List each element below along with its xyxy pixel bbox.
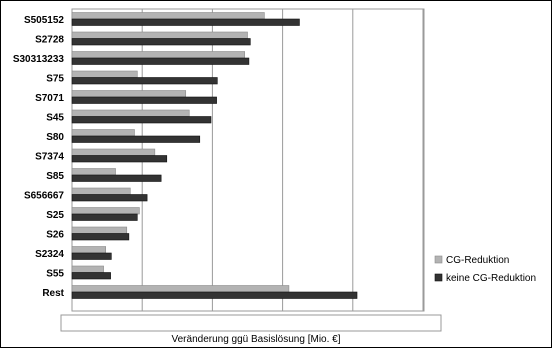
category-label: S26 — [46, 230, 64, 241]
category-labels: S505152 S2728 S30313233 S75 S7071 S45 S80 S7374… — [13, 15, 65, 299]
bar-S656667-keine-cg-reduktion — [71, 194, 148, 202]
legend-label: CG-Reduktion — [446, 255, 509, 266]
bar-S30313233-cg-reduktion — [71, 51, 245, 59]
bars — [71, 12, 358, 299]
category-label: S656667 — [24, 191, 64, 202]
category-label: S55 — [46, 269, 64, 280]
legend: CG-Reduktion keine CG-Reduktion — [434, 255, 536, 284]
category-label: S75 — [46, 74, 64, 85]
category-label: S2324 — [35, 249, 64, 260]
bar-S45-cg-reduktion — [71, 109, 190, 117]
category-label: S7071 — [35, 93, 64, 104]
bar-Rest-keine-cg-reduktion — [71, 291, 358, 299]
bar-S7071-cg-reduktion — [71, 90, 187, 98]
legend-swatch — [434, 255, 443, 264]
bar-S55-cg-reduktion — [71, 265, 104, 273]
bar-S55-keine-cg-reduktion — [71, 272, 111, 280]
bar-chart: S505152 S2728 S30313233 S75 S7071 S45 S80 S7374… — [13, 8, 536, 345]
x-axis-label: Veränderung ggü Basislösung [Mio. €] — [172, 334, 341, 345]
bar-S2324-keine-cg-reduktion — [71, 252, 112, 260]
category-label: S25 — [46, 210, 64, 221]
category-label: S45 — [46, 113, 64, 124]
bar-S505152-keine-cg-reduktion — [71, 18, 300, 26]
bar-S80-cg-reduktion — [71, 129, 135, 137]
bar-S85-cg-reduktion — [71, 168, 116, 176]
category-label: S7374 — [35, 152, 64, 163]
bar-S85-keine-cg-reduktion — [71, 174, 162, 182]
bar-Rest-cg-reduktion — [71, 285, 290, 293]
bar-S26-keine-cg-reduktion — [71, 233, 130, 241]
legend-label: keine CG-Reduktion — [446, 273, 536, 284]
category-label: S85 — [46, 171, 64, 182]
bar-S30313233-keine-cg-reduktion — [71, 57, 250, 65]
category-label: Rest — [42, 288, 64, 299]
bar-S25-keine-cg-reduktion — [71, 213, 138, 221]
category-label: S2728 — [35, 35, 64, 46]
bar-S26-cg-reduktion — [71, 226, 128, 234]
bar-S2728-keine-cg-reduktion — [71, 38, 251, 46]
bar-S505152-cg-reduktion — [71, 12, 265, 20]
bar-S656667-cg-reduktion — [71, 187, 131, 195]
bar-S2728-cg-reduktion — [71, 31, 248, 39]
category-label: S80 — [46, 132, 64, 143]
bar-S25-cg-reduktion — [71, 207, 140, 215]
bar-S75-keine-cg-reduktion — [71, 77, 218, 85]
gridlines — [71, 8, 425, 312]
bar-S45-keine-cg-reduktion — [71, 116, 212, 124]
bar-S7374-cg-reduktion — [71, 148, 156, 156]
category-label: S505152 — [24, 15, 64, 26]
bar-S75-cg-reduktion — [71, 70, 138, 78]
bar-S80-keine-cg-reduktion — [71, 135, 201, 143]
bar-S2324-cg-reduktion — [71, 246, 106, 254]
bar-S7374-keine-cg-reduktion — [71, 155, 168, 163]
axis-label-box — [60, 314, 442, 332]
bar-S7071-keine-cg-reduktion — [71, 96, 217, 104]
category-label: S30313233 — [13, 54, 65, 65]
legend-swatch — [434, 273, 443, 282]
